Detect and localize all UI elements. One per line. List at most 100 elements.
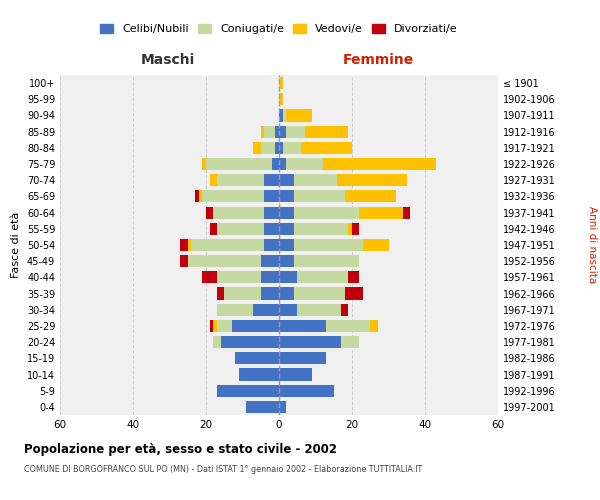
Bar [349,272,359,283]
Text: Anni di nascita: Anni di nascita [587,206,597,284]
Bar [279,190,293,202]
Bar [261,142,275,154]
Bar [279,352,326,364]
Bar [279,255,293,268]
Bar [370,320,377,332]
Bar [239,368,279,380]
Bar [235,352,279,364]
Text: Maschi: Maschi [141,54,195,68]
Bar [279,288,293,300]
Bar [202,158,206,170]
Bar [253,304,279,316]
Bar [323,158,436,170]
Bar [286,158,323,170]
Bar [279,336,341,348]
Bar [279,142,283,154]
Bar [202,190,265,202]
Bar [341,336,359,348]
Bar [188,255,261,268]
Y-axis label: Fasce di età: Fasce di età [11,212,21,278]
Bar [181,239,188,251]
Bar [209,222,217,235]
Bar [217,320,232,332]
Bar [265,206,279,218]
Bar [191,239,265,251]
Bar [301,142,352,154]
Bar [279,126,286,138]
Bar [305,126,349,138]
Bar [279,304,297,316]
Bar [261,272,279,283]
Bar [206,158,272,170]
Bar [214,336,221,348]
Text: COMUNE DI BORGOFRANCO SUL PO (MN) - Dati ISTAT 1° gennaio 2002 - Elaborazione TU: COMUNE DI BORGOFRANCO SUL PO (MN) - Dati… [24,465,422,474]
Bar [344,288,363,300]
Bar [349,222,352,235]
Bar [352,222,359,235]
Bar [337,174,407,186]
Bar [217,384,279,397]
Bar [265,222,279,235]
Bar [217,222,265,235]
Bar [217,288,224,300]
Bar [265,126,275,138]
Bar [363,239,389,251]
Bar [279,272,297,283]
Bar [217,272,261,283]
Bar [217,174,265,186]
Bar [293,239,363,251]
Bar [359,206,403,218]
Bar [293,255,359,268]
Bar [279,174,293,186]
Bar [265,239,279,251]
Bar [286,110,312,122]
Bar [232,320,279,332]
Bar [293,174,337,186]
Bar [279,93,283,106]
Bar [199,190,202,202]
Bar [286,126,305,138]
Bar [261,255,279,268]
Text: Popolazione per età, sesso e stato civile - 2002: Popolazione per età, sesso e stato civil… [24,442,337,456]
Text: Femmine: Femmine [343,54,413,68]
Bar [326,320,370,332]
Bar [279,77,283,89]
Bar [279,239,293,251]
Bar [279,206,293,218]
Bar [213,206,265,218]
Bar [221,336,279,348]
Bar [283,110,286,122]
Bar [293,288,345,300]
Bar [283,142,301,154]
Bar [403,206,410,218]
Bar [209,320,214,332]
Bar [188,239,191,251]
Bar [279,110,283,122]
Bar [181,255,188,268]
Bar [209,174,217,186]
Bar [341,304,349,316]
Bar [261,288,279,300]
Bar [265,174,279,186]
Bar [246,401,279,413]
Bar [224,288,261,300]
Bar [293,206,359,218]
Bar [261,126,265,138]
Bar [272,158,279,170]
Bar [293,190,345,202]
Bar [297,304,341,316]
Legend: Celibi/Nubili, Coniugati/e, Vedovi/e, Divorziati/e: Celibi/Nubili, Coniugati/e, Vedovi/e, Di… [96,20,462,38]
Bar [344,190,396,202]
Bar [279,158,286,170]
Bar [265,190,279,202]
Bar [279,401,286,413]
Bar [253,142,261,154]
Bar [279,222,293,235]
Bar [214,320,217,332]
Bar [279,384,334,397]
Bar [279,320,326,332]
Bar [202,272,217,283]
Bar [275,142,279,154]
Bar [275,126,279,138]
Bar [297,272,349,283]
